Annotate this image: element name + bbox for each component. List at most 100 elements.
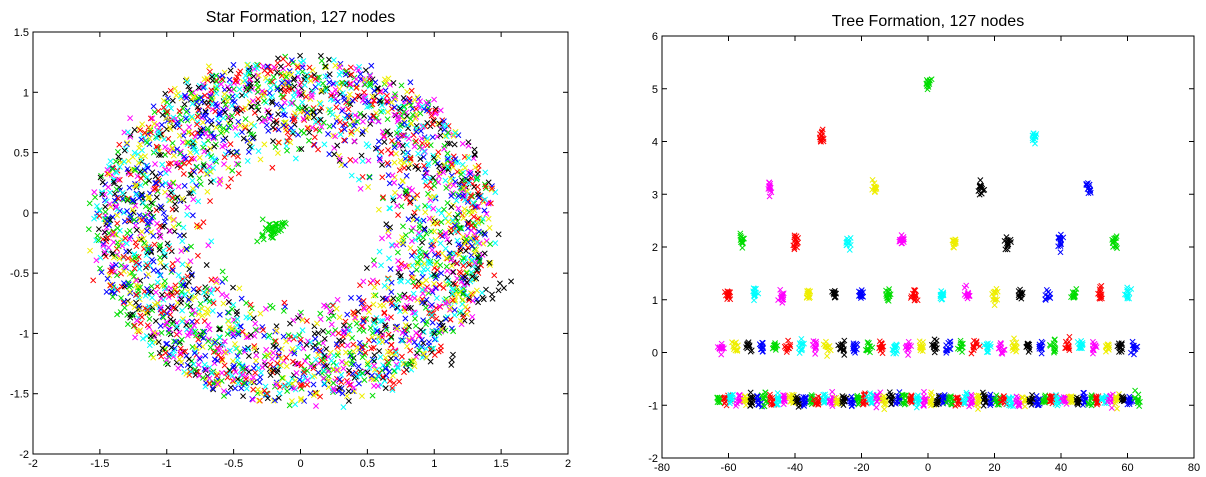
star-point xyxy=(464,199,471,205)
star-point xyxy=(460,215,467,222)
star-point xyxy=(137,320,144,327)
star-point xyxy=(351,310,358,317)
star-point xyxy=(205,242,212,249)
star-point xyxy=(136,145,143,152)
star-point xyxy=(219,143,226,150)
star-point xyxy=(441,126,448,133)
star-point xyxy=(174,146,181,153)
star-point xyxy=(290,94,297,101)
star-point xyxy=(423,107,430,114)
star-point xyxy=(121,304,128,311)
star-point xyxy=(197,127,204,134)
star-point xyxy=(351,138,358,145)
star-point xyxy=(258,369,264,376)
star-point xyxy=(186,356,192,363)
star-point xyxy=(417,251,424,258)
star-point xyxy=(388,350,395,357)
star-point xyxy=(152,147,159,154)
tree-node-point xyxy=(881,406,888,413)
star-point xyxy=(445,129,451,136)
star-point xyxy=(126,288,133,295)
star-point xyxy=(375,206,382,213)
star-point xyxy=(206,298,213,305)
star-point xyxy=(168,189,174,196)
tree-formation-chart: Tree Formation, 127 nodes -80 -60 -40 -20 0 2… xyxy=(648,13,1200,474)
star-point xyxy=(322,87,329,94)
star-point xyxy=(255,96,262,102)
star-point xyxy=(432,105,439,112)
star-point xyxy=(384,97,391,104)
star-point xyxy=(270,343,277,349)
star-point xyxy=(188,243,194,250)
star-point xyxy=(460,233,467,240)
star-point xyxy=(233,148,240,155)
star-point xyxy=(436,282,443,288)
star-point xyxy=(214,115,221,122)
star-point xyxy=(194,104,201,111)
star-point xyxy=(192,328,199,335)
star-point xyxy=(148,283,155,290)
star-point xyxy=(91,215,98,222)
tree-node-point xyxy=(747,389,754,396)
star-point xyxy=(426,215,433,222)
star-point xyxy=(332,95,339,102)
star-point xyxy=(391,144,398,151)
star-point xyxy=(188,368,195,375)
star-point xyxy=(443,316,449,323)
star-point xyxy=(213,124,219,131)
tree-node-point xyxy=(1114,405,1120,412)
star-point xyxy=(228,175,235,182)
star-point xyxy=(90,277,97,284)
star-point xyxy=(399,234,405,241)
star-point xyxy=(326,56,332,63)
star-point xyxy=(124,129,131,136)
star-point xyxy=(218,81,225,88)
star-point xyxy=(389,387,396,393)
star-point xyxy=(419,239,426,246)
star-point xyxy=(242,91,249,98)
star-point xyxy=(137,182,144,189)
star-point xyxy=(452,222,458,229)
star-point xyxy=(269,78,276,85)
star-point xyxy=(291,75,298,82)
star-point xyxy=(116,163,123,170)
star-point xyxy=(436,163,443,170)
star-point xyxy=(335,330,342,337)
tree-ytick-label: 5 xyxy=(652,84,658,96)
star-point xyxy=(234,92,240,99)
star-point xyxy=(348,352,355,359)
star-point xyxy=(252,369,259,376)
star-point xyxy=(393,349,400,356)
star-point xyxy=(357,185,364,192)
star-point xyxy=(384,116,391,123)
star-point xyxy=(334,296,341,303)
star-point xyxy=(364,359,371,366)
star-point xyxy=(172,201,178,207)
star-point xyxy=(285,380,292,387)
star-point xyxy=(283,354,290,361)
star-point xyxy=(465,244,471,251)
star-point xyxy=(234,110,241,117)
star-point xyxy=(161,136,168,143)
star-point xyxy=(146,177,153,184)
star-point xyxy=(265,109,272,116)
tree-xtick-label: 40 xyxy=(1055,462,1067,472)
star-point xyxy=(291,350,298,357)
star-point xyxy=(209,307,216,314)
star-point xyxy=(396,167,403,174)
star-point xyxy=(342,71,349,78)
star-point xyxy=(345,379,352,386)
star-point xyxy=(350,348,357,355)
star-point xyxy=(473,287,480,294)
star-point xyxy=(388,314,394,321)
star-point xyxy=(431,182,438,189)
star-tail-point xyxy=(479,294,486,301)
star-point xyxy=(401,108,407,115)
star-point xyxy=(333,80,340,87)
star-point xyxy=(113,186,120,193)
star-point xyxy=(371,362,378,369)
tree-xtick-label: -20 xyxy=(854,462,870,472)
star-point xyxy=(280,56,287,62)
star-point xyxy=(395,136,402,143)
star-point xyxy=(201,328,208,335)
